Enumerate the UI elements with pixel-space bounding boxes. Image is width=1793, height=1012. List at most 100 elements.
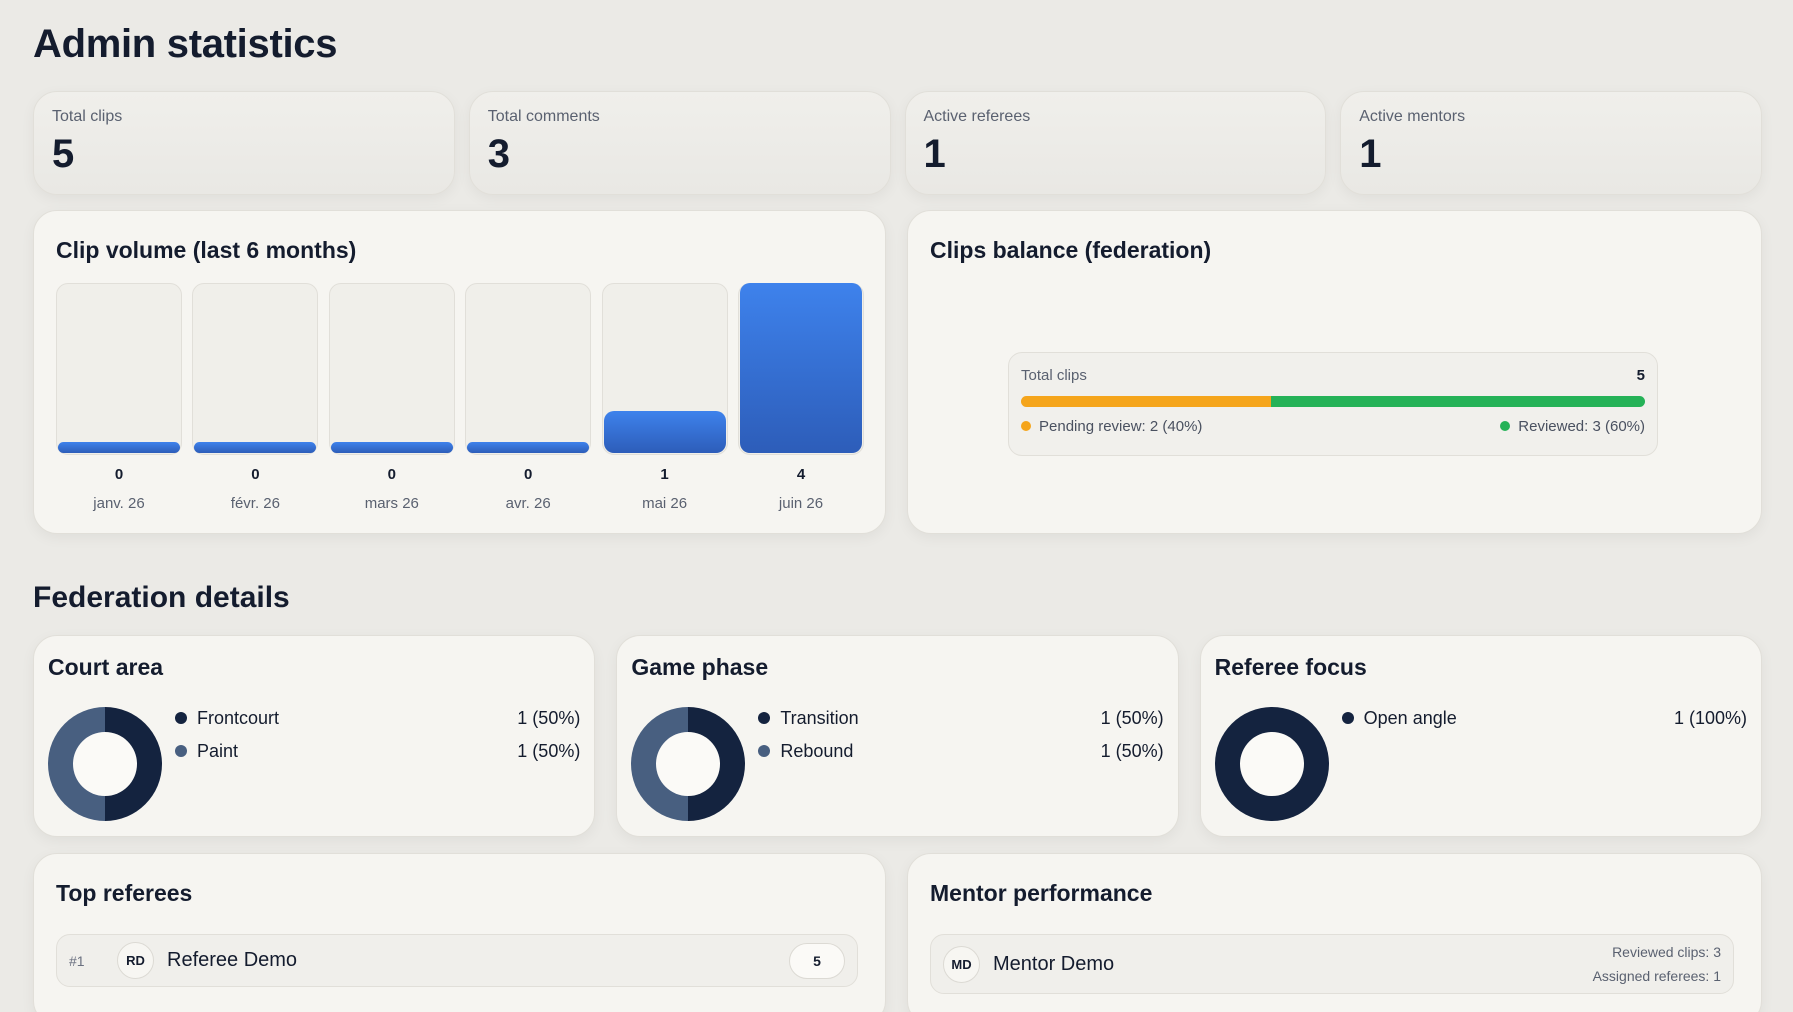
donut-legend: Transition 1 (50%) Rebound 1 (50%) (758, 708, 1164, 774)
bar-value-label: 0 (114, 466, 124, 483)
stat-value: 5 (52, 132, 75, 176)
bar-slot (192, 283, 319, 455)
referee-rank: #1 (69, 952, 85, 969)
bar (194, 442, 317, 453)
stat-value: 1 (1359, 132, 1382, 176)
legend-dot-icon (175, 745, 187, 757)
stat-cards: Total clips 5 Total comments 3 Active re… (33, 91, 1762, 195)
legend-value: 1 (100%) (1673, 708, 1747, 728)
reviewed-label: Reviewed: 3 (60%) (1518, 418, 1645, 435)
bar-value-label: 4 (796, 466, 806, 483)
federation-card-title: Court area (48, 654, 164, 680)
referee-clip-count-badge: 5 (789, 942, 845, 979)
bar-category-label: mai 26 (642, 495, 688, 512)
reviewed-segment (1270, 396, 1645, 407)
avatar: MD (943, 945, 980, 983)
federation-details-title: Federation details (33, 581, 290, 614)
reviewed-dot-icon (1500, 421, 1511, 431)
bar-slot (328, 283, 455, 455)
game-phase-card: Game phase Transition 1 (50%) Rebound 1 (50%… (616, 635, 1179, 837)
balance-total: 5 (1636, 367, 1645, 384)
bar-value-label: 0 (387, 466, 396, 483)
pending-segment (1021, 396, 1271, 407)
bar-value-label: 0 (524, 466, 533, 483)
legend-dot-icon (175, 712, 187, 724)
court-area-card: Court area Frontcourt 1 (50%) Paint 1 (50%) (33, 635, 596, 837)
bar-category-label: févr. 26 (230, 495, 280, 512)
bar (603, 410, 726, 453)
donut-legend: Frontcourt 1 (50%) Paint 1 (50%) (175, 708, 580, 774)
stat-label: Total comments (487, 108, 600, 125)
bar-slot (465, 283, 592, 455)
pending-dot-icon (1021, 421, 1031, 431)
stat-card-total-comments: Total comments 3 (468, 91, 891, 195)
stat-label: Active referees (923, 108, 1031, 125)
legend-item: Rebound 1 (50%) (758, 741, 1164, 761)
mentor-row[interactable]: MD Mentor Demo Reviewed clips: 3 Assigne… (930, 934, 1734, 994)
bar-slot (601, 283, 728, 455)
clip-volume-chart: 0 janv. 26 0 févr. 26 0 mars 26 0 avr. 26 1 mai 2… (56, 283, 864, 523)
bar-slot (56, 283, 182, 455)
legend-value: 1 (50%) (1100, 708, 1164, 728)
admin-statistics-page: Admin statistics Total clips 5 Total com… (33, 18, 1762, 1012)
stat-value: 3 (487, 132, 510, 176)
bar-category-label: juin 26 (778, 495, 824, 512)
stat-label: Active mentors (1359, 108, 1466, 125)
legend-item: Frontcourt 1 (50%) (175, 708, 580, 728)
stat-label: Total clips (52, 108, 123, 125)
legend-label: Paint (197, 741, 239, 761)
federation-card-title: Game phase (631, 654, 769, 680)
legend-item: Paint 1 (50%) (175, 741, 580, 761)
top-referees-title: Top referees (56, 880, 193, 906)
donut-chart (631, 707, 746, 821)
donut-chart (48, 707, 162, 821)
mentor-stats: Reviewed clips: 3 Assigned referees: 1 (1593, 940, 1721, 988)
referee-row[interactable]: #1 RD Referee Demo 5 (56, 934, 858, 987)
pending-legend: Pending review: 2 (40%) (1021, 418, 1202, 435)
stat-value: 1 (923, 132, 946, 176)
bar-category-label: avr. 26 (505, 495, 551, 512)
legend-label: Frontcourt (197, 708, 280, 728)
legend-dot-icon (758, 745, 771, 757)
top-referees-card: Top referees #1 RD Referee Demo 5 (33, 853, 886, 1012)
mentor-performance-title: Mentor performance (930, 880, 1153, 906)
legend-item: Open angle 1 (100%) (1341, 708, 1747, 728)
balance-summary: Total clips 5 Pending review: 2 (40%) Re… (1008, 352, 1658, 456)
donut-legend: Open angle 1 (100%) (1341, 708, 1747, 741)
bar-category-label: mars 26 (364, 495, 419, 512)
reviewed-legend: Reviewed: 3 (60%) (1500, 418, 1645, 435)
bar-category-label: janv. 26 (93, 495, 145, 512)
avatar: RD (117, 942, 154, 979)
bar-slot (738, 283, 864, 455)
bar (740, 283, 862, 453)
mentor-name: Mentor Demo (993, 952, 1115, 975)
legend-label: Open angle (1363, 708, 1457, 728)
bar-value-label: 0 (251, 466, 260, 483)
legend-value: 1 (50%) (517, 741, 581, 761)
federation-cards: Court area Frontcourt 1 (50%) Paint 1 (50%) G… (33, 635, 1762, 837)
clips-balance-card: Clips balance (federation) Total clips 5… (907, 210, 1762, 534)
legend-item: Transition 1 (50%) (758, 708, 1164, 728)
clip-volume-card: Clip volume (last 6 months) 0 janv. 26 0 fé… (33, 210, 886, 534)
balance-label: Total clips (1021, 367, 1087, 384)
federation-card-title: Referee focus (1214, 654, 1367, 680)
stat-card-active-referees: Active referees 1 (904, 91, 1327, 195)
pending-label: Pending review: 2 (40%) (1039, 418, 1203, 435)
page-title: Admin statistics (33, 22, 338, 66)
legend-label: Rebound (780, 741, 854, 761)
clips-balance-title: Clips balance (federation) (930, 237, 1212, 263)
legend-value: 1 (50%) (517, 708, 581, 728)
donut-chart (1214, 707, 1329, 821)
legend-value: 1 (50%) (1100, 741, 1164, 761)
clip-volume-title: Clip volume (last 6 months) (56, 237, 357, 263)
bar (58, 442, 180, 453)
bar (467, 442, 590, 453)
mentor-assigned-referees: Assigned referees: 1 (1592, 968, 1721, 984)
referee-name: Referee Demo (167, 949, 298, 971)
mentor-reviewed-clips: Reviewed clips: 3 (1612, 944, 1721, 960)
legend-dot-icon (1341, 712, 1354, 724)
bar-value-label: 1 (660, 466, 669, 483)
referee-focus-card: Referee focus Open angle 1 (100%) (1199, 635, 1762, 837)
stat-card-active-mentors: Active mentors 1 (1340, 91, 1762, 195)
legend-dot-icon (758, 712, 771, 724)
